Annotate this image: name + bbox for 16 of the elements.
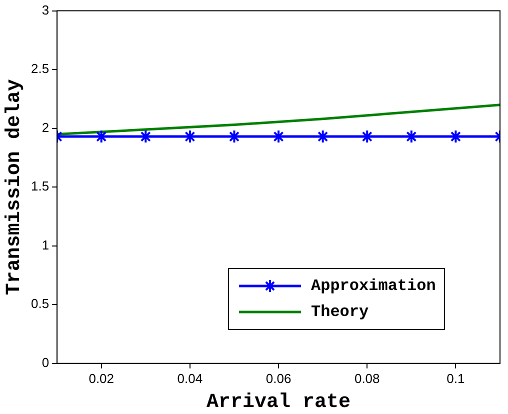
- legend-label: Approximation: [311, 277, 436, 295]
- y-tick-label: 1.5: [30, 178, 50, 194]
- y-tick-label: 2: [42, 120, 50, 135]
- x-tick-label: 0.02: [88, 370, 114, 386]
- y-tick-label: 3: [42, 2, 50, 18]
- y-tick-label: 1: [42, 237, 50, 252]
- x-axis-title: Arrival rate: [206, 391, 351, 414]
- legend-label: Theory: [311, 303, 369, 321]
- y-axis-title: Transmission delay: [3, 79, 26, 296]
- x-tick-label: 0.08: [354, 370, 380, 386]
- x-tick-label: 0.06: [266, 370, 292, 386]
- y-tick-label: 2.5: [30, 61, 50, 76]
- x-tick-label: 0.1: [446, 370, 465, 386]
- y-tick-label: 0.5: [30, 296, 50, 312]
- y-tick-label: 0: [42, 354, 50, 370]
- x-tick-label: 0.04: [177, 370, 203, 386]
